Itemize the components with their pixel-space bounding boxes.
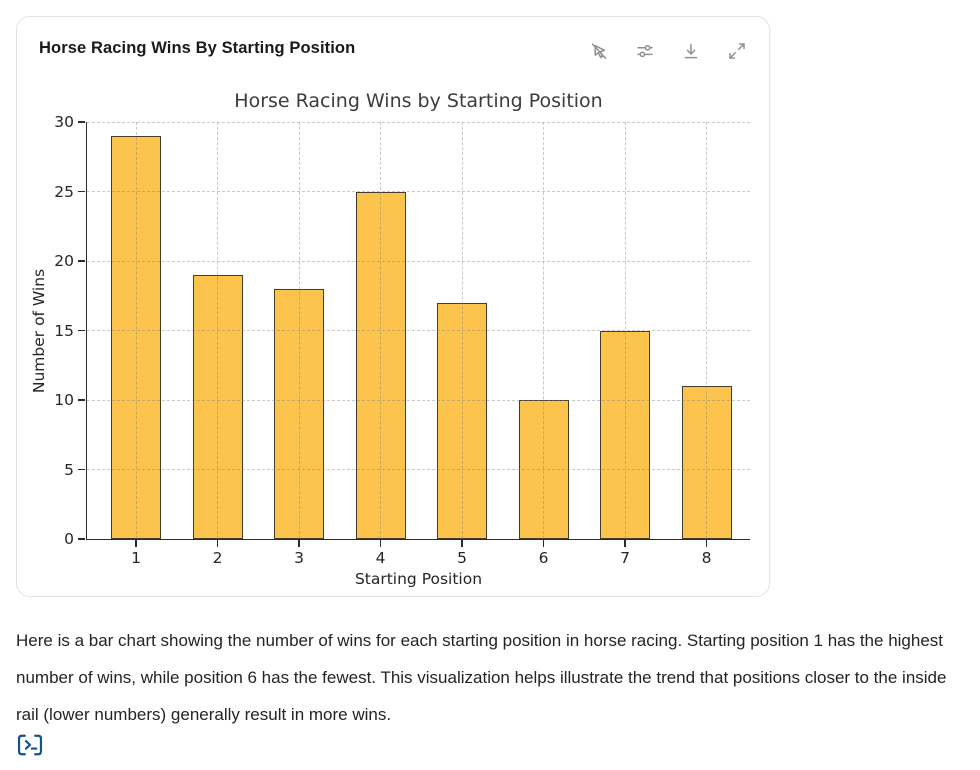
expand-icon — [727, 41, 747, 61]
bar — [274, 288, 324, 539]
x-tick-label: 1 — [131, 549, 141, 567]
expand-button[interactable] — [727, 41, 747, 61]
y-tick-label: 20 — [54, 252, 74, 270]
bar — [437, 302, 487, 539]
h-gridline — [87, 469, 750, 470]
h-gridline — [87, 399, 750, 401]
x-tick — [542, 539, 545, 547]
x-tick-label: 2 — [212, 549, 223, 567]
v-gridline — [543, 122, 544, 539]
y-tick — [78, 399, 86, 401]
view-code-button[interactable] — [14, 732, 46, 760]
h-gridline — [87, 121, 750, 123]
y-tick-label: 5 — [64, 460, 74, 479]
x-tick-label: 7 — [620, 549, 630, 567]
chart-title: Horse Racing Wins by Starting Position — [234, 90, 603, 112]
plot-area: Horse Racing Wins by Starting Position N… — [30, 90, 750, 588]
sliders-icon — [635, 41, 655, 61]
bar — [518, 400, 569, 539]
chart-toolbar — [589, 41, 747, 61]
v-gridline — [135, 122, 137, 539]
x-tick — [135, 539, 137, 547]
x-tick-label: 3 — [294, 549, 304, 567]
y-tick-label: 15 — [54, 321, 74, 340]
download-button[interactable] — [681, 41, 701, 61]
y-tick — [78, 190, 86, 193]
y-tick — [78, 468, 86, 471]
x-tick — [298, 539, 300, 547]
y-tick — [78, 329, 86, 332]
v-gridline — [461, 122, 463, 539]
chart-card: Horse Racing Wins By Starting Position — [16, 16, 770, 597]
h-gridline — [87, 260, 750, 262]
h-gridline — [87, 191, 750, 192]
y-tick-label: 10 — [54, 391, 74, 409]
x-tick — [461, 539, 463, 547]
x-tick-label: 5 — [457, 549, 467, 567]
bar — [355, 191, 406, 539]
y-tick-label: 30 — [54, 113, 74, 131]
code-terminal-icon — [15, 734, 45, 761]
y-tick-label: 25 — [54, 182, 74, 201]
card-title: Horse Racing Wins By Starting Position — [39, 39, 356, 57]
x-axis-label: Starting Position — [354, 570, 483, 588]
assistant-message: Here is a bar chart showing the number o… — [16, 631, 947, 724]
x-tick — [624, 539, 626, 547]
y-tick-label: 0 — [64, 530, 74, 548]
cursor-slash-icon — [589, 41, 609, 61]
v-gridline — [217, 122, 218, 539]
y-tick — [78, 260, 86, 262]
bar — [681, 386, 732, 539]
v-gridline — [706, 122, 707, 539]
x-tick-label: 8 — [701, 549, 712, 567]
download-icon — [681, 41, 701, 61]
y-tick — [78, 121, 86, 123]
chart-settings-button[interactable] — [635, 41, 655, 61]
v-gridline — [298, 122, 300, 539]
x-tick — [216, 539, 219, 547]
bar — [600, 330, 650, 539]
h-gridline — [87, 330, 750, 331]
x-tick-label: 4 — [375, 549, 386, 567]
bar — [192, 274, 243, 539]
interactivity-toggle-button[interactable] — [589, 41, 609, 61]
x-tick — [379, 539, 382, 547]
x-tick-label: 6 — [538, 549, 549, 567]
v-gridline — [380, 122, 381, 539]
x-tick — [705, 539, 708, 547]
y-tick — [78, 538, 86, 540]
v-gridline — [624, 122, 626, 539]
bar — [111, 135, 161, 539]
